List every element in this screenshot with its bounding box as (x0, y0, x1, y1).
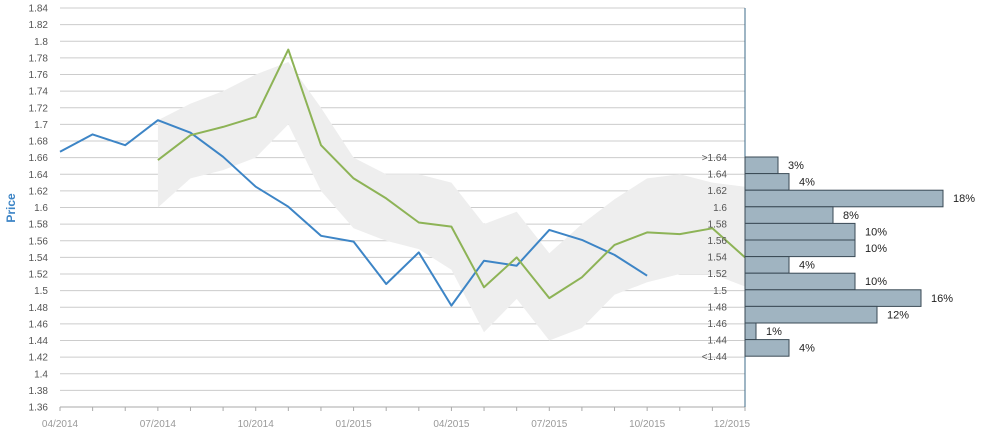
distribution-bar-label: 8% (843, 210, 859, 222)
y-tick-label: 1.78 (29, 53, 49, 64)
distribution-bar (744, 305, 878, 324)
distribution-bar (744, 156, 779, 175)
forecast-price-line (157, 48, 746, 300)
distribution-bar-label: 3% (788, 160, 804, 172)
confidence-band (157, 62, 745, 341)
y-tick-label: 1.4 (34, 369, 48, 380)
y-tick-label: 1.82 (29, 20, 49, 31)
x-tick-label: 10/2015 (629, 419, 666, 430)
distribution-bar (744, 322, 757, 341)
y-tick-label: 1.58 (29, 220, 49, 231)
distribution-bar-label: 10% (865, 243, 887, 255)
distribution-bar (744, 239, 856, 258)
distribution-bar (744, 256, 790, 274)
distribution-bin-label: 1.48 (708, 302, 728, 313)
y-tick-label: 1.62 (29, 186, 49, 197)
distribution-bar (744, 206, 834, 224)
distribution-bar-label: 4% (799, 260, 815, 272)
distribution-bin-label: 1.44 (708, 336, 728, 347)
distribution-bin-label: 1.56 (708, 236, 728, 247)
distribution-bar (744, 272, 856, 291)
distribution-bar-label: 18% (953, 193, 975, 205)
y-tick-label: 1.52 (29, 270, 49, 281)
distribution-bin-label: 1.46 (708, 319, 728, 330)
distribution-histogram: >1.64 3% 1.64 4% 1.62 18% 1.6 8% 1.58 10% 1.56 10% 1… (702, 153, 976, 363)
distribution-bin-label: 1.58 (708, 219, 728, 230)
x-tick-label: 07/2014 (140, 419, 177, 430)
x-tick-label: 04/2015 (433, 419, 470, 430)
y-tick-label: 1.64 (29, 170, 49, 181)
y-tick-label: 1.68 (29, 137, 49, 148)
distribution-bar-label: 10% (865, 276, 887, 288)
x-tick-label: 07/2015 (531, 419, 568, 430)
distribution-bar-label: 4% (799, 177, 815, 189)
distribution-bar (744, 339, 790, 357)
y-tick-label: 1.5 (34, 286, 48, 297)
series-lines (59, 48, 746, 307)
y-axis-label: Price (4, 193, 18, 223)
x-axis-ticks: 04/2014 07/2014 10/2014 01/2015 04/2015 07/20… (42, 407, 751, 430)
x-tick-label: 01/2015 (335, 419, 372, 430)
distribution-bin-label: >1.64 (702, 153, 728, 164)
distribution-bin-label: 1.52 (708, 269, 728, 280)
actual-price-line (59, 119, 648, 307)
y-tick-label: 1.56 (29, 236, 49, 247)
y-tick-label: 1.38 (29, 386, 49, 397)
x-tick-label: 10/2014 (238, 419, 275, 430)
distribution-bin-label: 1.62 (708, 186, 728, 197)
distribution-bar (744, 222, 856, 241)
distribution-bar-label: 1% (766, 326, 782, 338)
distribution-bar-label: 12% (887, 309, 909, 321)
distribution-bar (744, 289, 922, 307)
y-tick-label: 1.84 (29, 4, 49, 15)
y-tick-label: 1.42 (29, 353, 49, 364)
y-tick-label: 1.46 (29, 319, 49, 330)
distribution-bin-label: 1.54 (708, 253, 728, 264)
y-tick-label: 1.6 (34, 203, 48, 214)
y-tick-label: 1.66 (29, 153, 49, 164)
distribution-bin-label: 1.64 (708, 170, 728, 181)
distribution-bin-label: 1.5 (713, 286, 727, 297)
y-tick-label: 1.72 (29, 103, 49, 114)
x-tick-label: 12/2015 (714, 419, 751, 430)
distribution-bar (744, 189, 944, 208)
distribution-bin-label: <1.44 (702, 352, 728, 363)
distribution-bar-label: 10% (865, 226, 887, 238)
distribution-bar (744, 173, 790, 191)
y-tick-label: 1.8 (34, 37, 48, 48)
forecast-band (157, 62, 745, 341)
y-tick-label: 1.54 (29, 253, 49, 264)
y-tick-label: 1.44 (29, 336, 49, 347)
distribution-bar-label: 16% (931, 293, 953, 305)
distribution-bin-label: 1.6 (713, 203, 727, 214)
y-tick-label: 1.76 (29, 70, 49, 81)
x-tick-label: 04/2014 (42, 419, 79, 430)
y-tick-label: 1.74 (29, 87, 49, 98)
y-tick-label: 1.48 (29, 303, 49, 314)
y-tick-label: 1.7 (34, 120, 48, 131)
distribution-bar-label: 4% (799, 343, 815, 355)
y-tick-label: 1.36 (29, 403, 49, 414)
y-axis-ticks: 1.36 1.38 1.4 1.42 1.44 1.46 1.48 1.5 1.52 1.54 1.… (29, 4, 49, 414)
